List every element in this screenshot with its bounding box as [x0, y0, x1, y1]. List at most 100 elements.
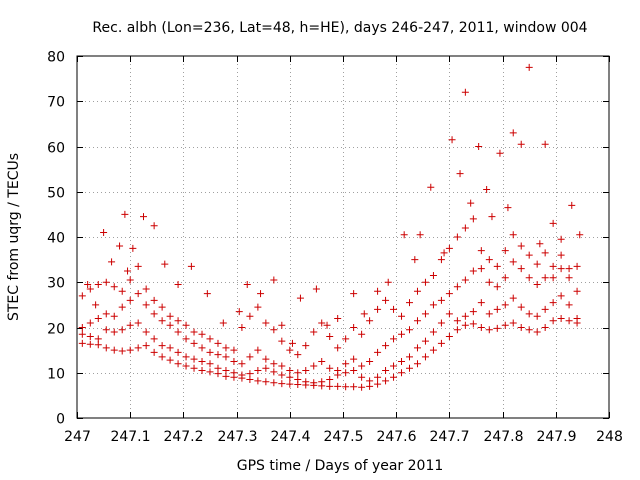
data-point [453, 317, 461, 325]
data-point [557, 292, 565, 300]
data-point [150, 310, 158, 318]
data-point [100, 228, 108, 236]
data-point [302, 366, 310, 374]
data-point [318, 319, 326, 327]
chart-title: Rec. albh (Lon=236, Lat=48, h=HE), days … [92, 20, 587, 36]
data-point [78, 324, 86, 331]
data-point [440, 249, 448, 257]
data-point [493, 262, 501, 270]
data-point [374, 287, 382, 295]
data-point [158, 317, 166, 325]
data-point [416, 231, 424, 239]
data-point [150, 296, 158, 304]
data-point [166, 321, 174, 329]
data-point [493, 305, 501, 313]
x-tick-label: 247.9 [536, 429, 576, 445]
data-point [190, 364, 198, 372]
data-point [334, 366, 342, 374]
data-point [214, 339, 222, 347]
data-point [142, 328, 150, 336]
data-point [456, 170, 464, 178]
data-point [102, 278, 110, 286]
data-point [485, 310, 493, 318]
data-point [382, 342, 390, 350]
data-point [198, 366, 206, 374]
data-point [342, 360, 350, 368]
data-point [533, 328, 541, 336]
data-point [243, 281, 251, 289]
data-point [573, 287, 581, 295]
data-point [86, 333, 94, 341]
data-point [382, 366, 390, 374]
y-tick-label: 10 [47, 367, 65, 383]
x-tick-label: 247.5 [323, 429, 363, 445]
data-point [477, 324, 485, 331]
data-point [406, 353, 413, 361]
data-point [429, 301, 437, 309]
data-point [390, 362, 398, 370]
data-point [140, 213, 147, 221]
data-point [525, 310, 533, 318]
data-point [483, 185, 491, 193]
data-point [437, 339, 445, 347]
data-point [278, 362, 286, 370]
data-point [400, 231, 408, 239]
data-point [485, 278, 493, 286]
data-point [469, 267, 477, 275]
data-point [557, 314, 565, 322]
data-point [469, 320, 477, 328]
data-point [161, 260, 169, 268]
data-point [246, 353, 254, 361]
data-point [257, 290, 265, 298]
data-point [270, 368, 278, 376]
data-point [134, 290, 142, 298]
data-point [533, 281, 541, 289]
data-point [398, 330, 406, 338]
data-point [334, 314, 342, 322]
data-point [421, 310, 429, 318]
data-point [278, 380, 286, 388]
data-point [174, 348, 182, 356]
data-point [235, 308, 243, 316]
data-point [536, 240, 544, 248]
data-point [219, 319, 227, 327]
data-point [110, 346, 118, 354]
data-point [358, 362, 366, 370]
x-tick-label: 248 [596, 429, 623, 445]
data-point [190, 355, 198, 363]
data-point [254, 377, 262, 385]
data-point [549, 262, 557, 270]
data-point [270, 360, 278, 368]
data-point [288, 339, 296, 347]
data-point [254, 346, 262, 354]
data-point [445, 310, 453, 318]
data-point [206, 348, 214, 356]
data-point [262, 364, 270, 372]
data-point [573, 262, 581, 270]
data-point [198, 330, 206, 338]
data-point [568, 201, 576, 209]
data-point [294, 376, 302, 384]
data-point [517, 324, 525, 331]
data-point [124, 267, 132, 275]
data-point [453, 326, 461, 334]
data-point [525, 274, 533, 282]
data-point [206, 335, 214, 343]
data-point [509, 258, 517, 266]
data-point [118, 347, 126, 355]
data-point [533, 312, 541, 320]
x-tick-label: 247.7 [429, 429, 469, 445]
data-point [121, 210, 129, 218]
data-point [190, 339, 198, 347]
y-axis-ticks: 0 10 20 30 40 50 60 70 80 [47, 50, 609, 428]
data-point [573, 314, 581, 322]
data-point [445, 290, 453, 298]
data-point [557, 235, 565, 243]
data-point [182, 353, 190, 361]
data-point [84, 281, 92, 289]
data-point [366, 357, 374, 365]
data-point [310, 379, 318, 387]
data-point [390, 305, 398, 313]
data-point [485, 326, 493, 334]
data-point [166, 312, 174, 320]
